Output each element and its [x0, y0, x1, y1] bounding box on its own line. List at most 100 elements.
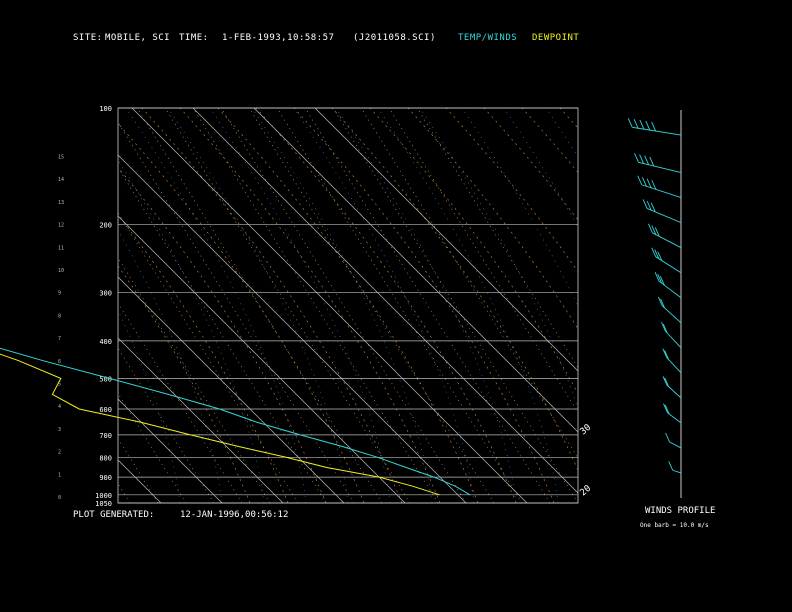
wind-barb	[662, 348, 668, 358]
isotherm-line	[118, 154, 467, 503]
pressure-tick-label: 400	[99, 338, 112, 346]
wind-shaft	[646, 208, 682, 224]
dry-adiabat	[255, 108, 517, 503]
moist-adiabat	[335, 108, 517, 503]
wind-barb	[661, 321, 666, 332]
pressure-tick-label: 700	[99, 432, 112, 440]
wind-barb	[659, 275, 665, 286]
wind-shaft	[672, 469, 682, 474]
wind-barb	[664, 377, 670, 387]
wind-barb	[627, 118, 633, 128]
wind-barb	[648, 223, 653, 234]
pressure-tick-label: 600	[99, 406, 112, 414]
dry-adiabat	[179, 108, 441, 503]
mixing-ratio-line	[0, 108, 46, 503]
dry-adiabat	[118, 167, 327, 503]
wind-shaft	[665, 330, 682, 349]
moist-adiabat	[461, 108, 578, 307]
mixing-ratio-line	[304, 108, 551, 503]
pressure-tick-label: 1050	[95, 500, 112, 508]
plot-generated-label: PLOT GENERATED:	[73, 510, 155, 520]
height-tick-label: 7	[58, 336, 61, 342]
height-tick-label: 5	[58, 381, 61, 387]
plot-frame	[117, 107, 579, 504]
wind-barb	[660, 298, 665, 309]
isotherm-line	[118, 459, 162, 503]
wind-shaft	[652, 232, 682, 249]
moist-adiabat	[118, 229, 223, 503]
mixing-ratio-line	[118, 347, 215, 503]
wind-shaft	[632, 126, 682, 136]
wind-barb	[645, 120, 651, 131]
height-tick-label: 13	[58, 200, 64, 206]
mixing-ratio-line	[332, 108, 578, 503]
isotherm-line	[192, 108, 578, 494]
wind-barb	[657, 251, 663, 261]
wind-barb	[644, 155, 650, 165]
wind-barb	[654, 272, 660, 282]
dry-adiabat	[559, 108, 578, 129]
wind-barb	[654, 227, 660, 237]
isotherm-line	[118, 398, 223, 503]
pressure-tick-label: 300	[99, 290, 112, 298]
dry-adiabat	[483, 108, 578, 221]
isotherm-line	[118, 337, 284, 503]
wind-shaft	[662, 305, 682, 324]
dry-adiabat	[445, 108, 578, 273]
wind-barb	[662, 323, 668, 334]
isotherm-line	[131, 108, 528, 503]
wind-barb	[665, 432, 670, 443]
winds-profile-label: WINDS PROFILE	[645, 506, 716, 516]
wind-barb	[651, 225, 657, 235]
wind-barb	[646, 178, 652, 189]
mixing-ratio-line	[276, 108, 523, 503]
wind-barb	[634, 153, 639, 163]
dry-adiabat	[331, 108, 578, 471]
wind-barb	[664, 404, 670, 415]
mixing-ratio-line	[118, 257, 271, 503]
isotherm-line	[0, 108, 100, 503]
wind-barb	[637, 175, 643, 185]
wind-shaft	[655, 256, 682, 274]
wind-shaft	[666, 357, 682, 374]
isotherm-label-right: 20	[579, 484, 594, 499]
mixing-ratio-line	[360, 108, 578, 459]
wind-shaft	[667, 412, 682, 424]
mixing-ratio-line	[192, 108, 439, 503]
wind-barb	[657, 296, 663, 307]
wind-barb	[642, 177, 647, 187]
pressure-tick-label: 900	[99, 474, 112, 482]
dry-adiabat	[141, 108, 403, 503]
mixing-ratio-line	[416, 108, 578, 369]
mixing-ratio-line	[118, 483, 131, 503]
height-tick-label: 11	[58, 245, 64, 251]
moist-adiabat	[419, 108, 578, 411]
pressure-tick-label: 200	[99, 221, 112, 229]
wind-barb	[642, 199, 648, 209]
height-tick-label: 2	[58, 450, 61, 456]
isotherm-label-right: 30	[579, 423, 594, 438]
pressure-tick-label: 500	[99, 375, 112, 383]
barb-note: One barb = 10.0 m/s	[640, 522, 709, 529]
isotherm-line	[253, 108, 578, 433]
wind-shaft	[666, 384, 682, 399]
dry-adiabat	[118, 265, 251, 503]
wind-shaft	[638, 161, 682, 174]
height-tick-label: 1	[58, 472, 61, 478]
height-tick-label: 8	[58, 313, 61, 319]
file-name: (J2011058.SCI)	[353, 33, 436, 43]
height-tick-label: 12	[58, 223, 64, 229]
moist-adiabat	[125, 108, 307, 503]
wind-barb	[639, 154, 645, 164]
mixing-ratio-line	[248, 108, 495, 503]
site-value: MOBILE, SCI	[105, 33, 171, 43]
wind-barb	[654, 249, 660, 259]
moist-adiabat	[545, 108, 578, 158]
mixing-ratio-line	[388, 108, 578, 414]
wind-barb	[633, 119, 639, 129]
mixing-ratio-line	[118, 437, 159, 503]
mixing-ratio-line	[118, 302, 243, 503]
moist-adiabat	[251, 108, 433, 503]
height-tick-label: 9	[58, 291, 61, 297]
